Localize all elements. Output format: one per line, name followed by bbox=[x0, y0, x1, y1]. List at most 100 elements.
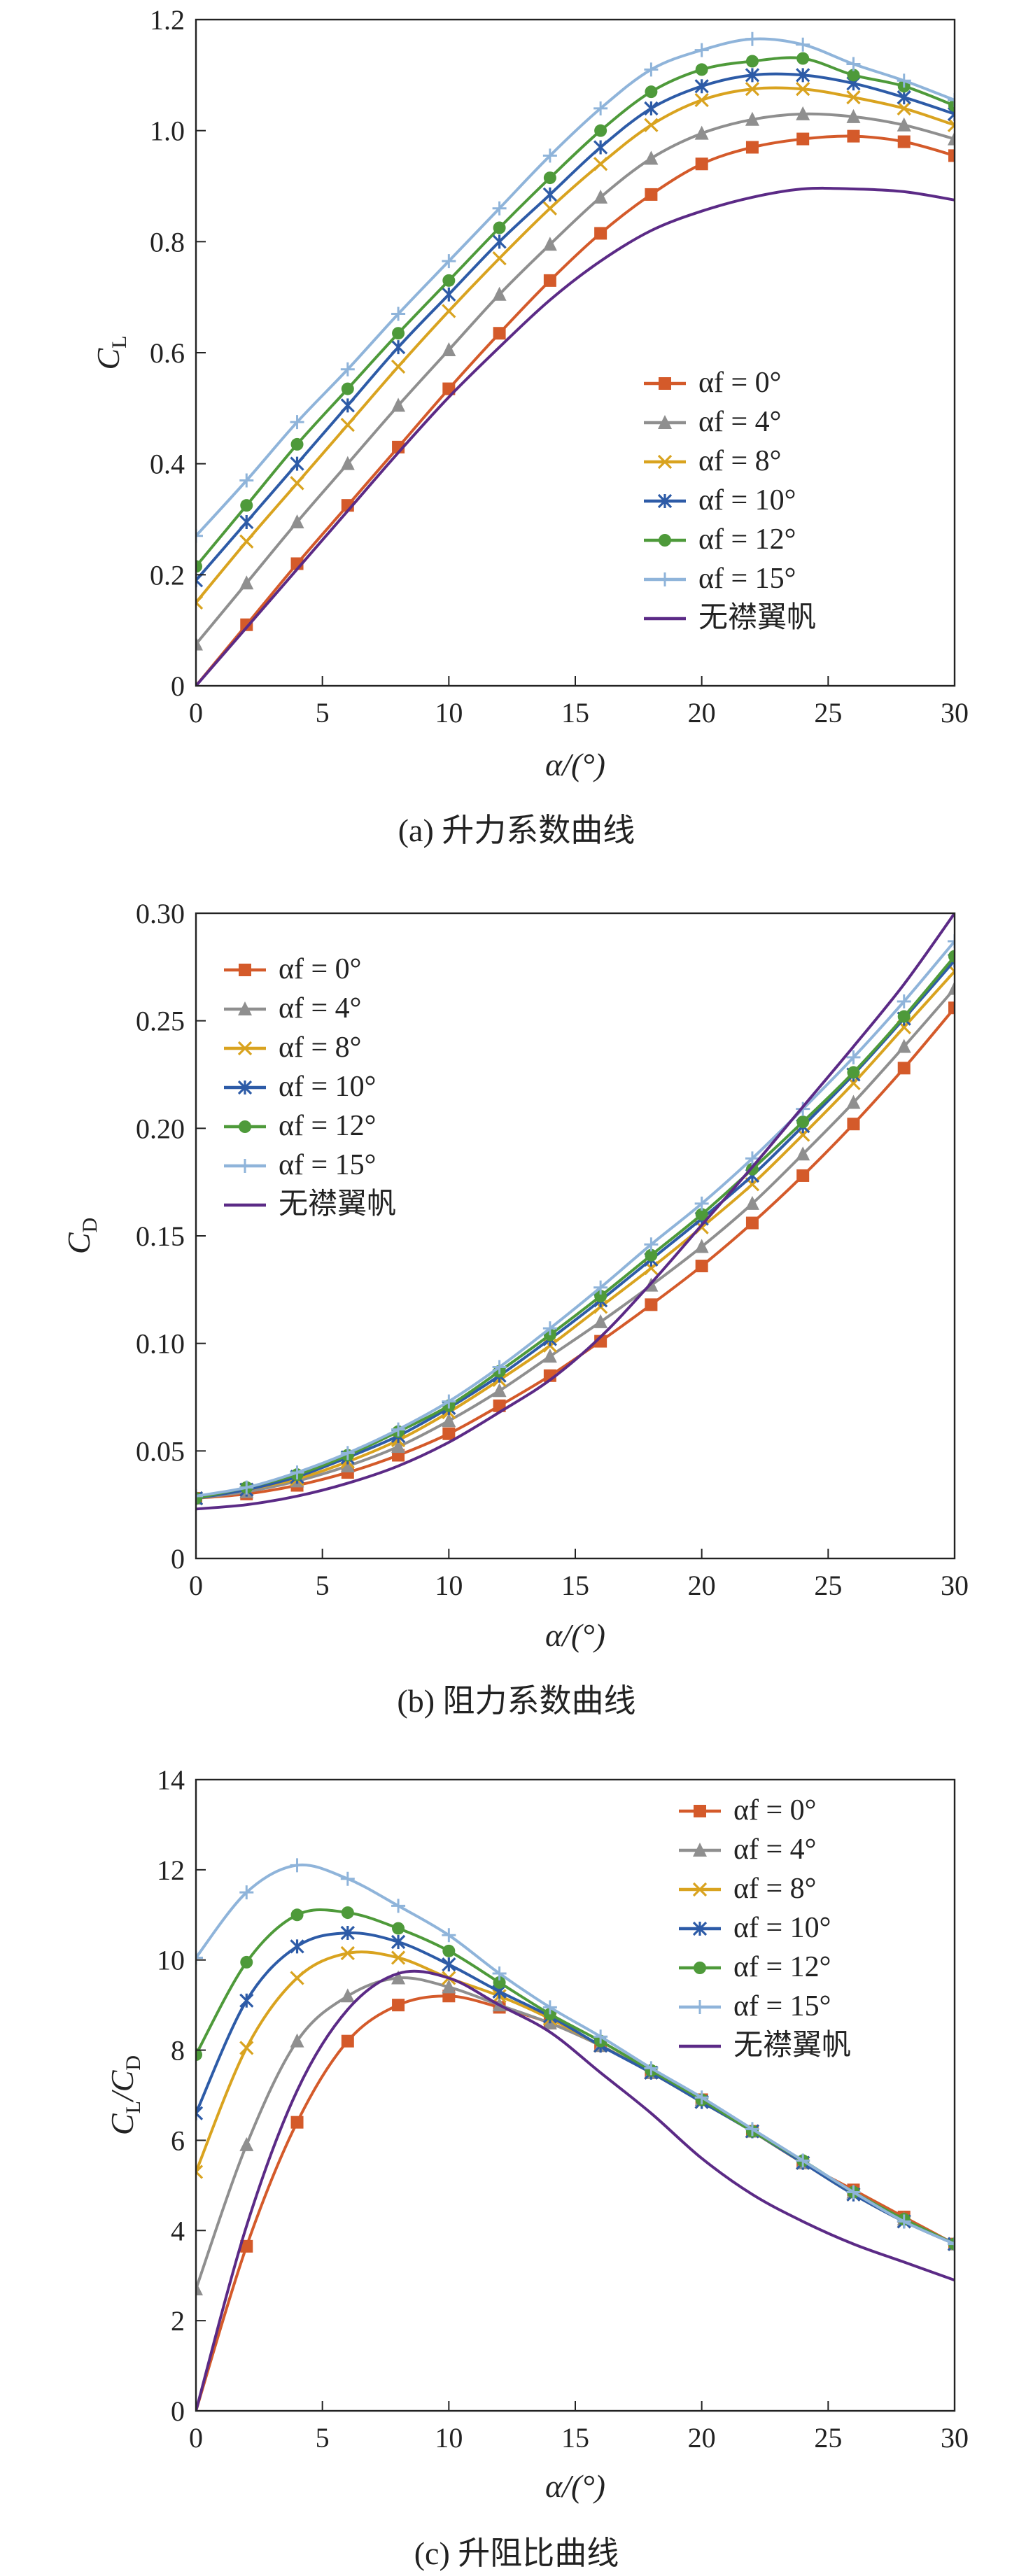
data-point-f15 bbox=[694, 43, 709, 57]
data-point-f15 bbox=[391, 1422, 406, 1437]
legend-item-f10: αf = 10° bbox=[644, 484, 796, 516]
legend-marker bbox=[693, 2000, 707, 2014]
lift-coefficient-chart: 0 5 10 15 20 25 30 0 0.2 0.4 0.6 0.8 1.0 1.2 α/(°) CL… bbox=[90, 4, 969, 848]
series-line-f4 bbox=[196, 1976, 955, 2290]
legend-marker bbox=[694, 1805, 706, 1817]
data-point-f8 bbox=[340, 1945, 355, 1961]
data-point-f8 bbox=[340, 418, 355, 432]
legend-item-f12: αf = 12° bbox=[224, 1110, 376, 1142]
data-point-f4 bbox=[196, 636, 203, 651]
data-point-f15 bbox=[492, 1360, 507, 1374]
series-line-none bbox=[196, 913, 955, 1511]
data-point-f10 bbox=[290, 1939, 304, 1954]
legend-label: αf = 10° bbox=[698, 484, 796, 516]
y-tick-label: 12 bbox=[157, 1854, 185, 1886]
y-axis-title: CL bbox=[90, 335, 131, 369]
legend-item-f8: αf = 8° bbox=[679, 1873, 816, 1905]
data-point-f15 bbox=[442, 1394, 456, 1409]
x-tick-label: 15 bbox=[561, 1570, 589, 1601]
data-point-f15 bbox=[897, 994, 911, 1009]
data-point-f4 bbox=[948, 131, 955, 146]
data-point-f10 bbox=[644, 101, 659, 116]
y-tick-label: 0.15 bbox=[136, 1220, 185, 1252]
data-point-f8 bbox=[391, 1950, 406, 1965]
data-point-f4 bbox=[239, 575, 254, 590]
series-none bbox=[196, 913, 955, 1511]
data-point-f8 bbox=[644, 118, 659, 132]
legend-item-f4: αf = 4° bbox=[679, 1834, 816, 1866]
legend-item-f4: αf = 4° bbox=[224, 992, 361, 1025]
data-point-f4 bbox=[897, 1039, 911, 1053]
data-point-f10 bbox=[542, 187, 557, 202]
legend-marker bbox=[693, 1843, 707, 1857]
axis-ticks: 0 5 10 15 20 25 30 0 0.05 0.10 0.15 0.20 0.25 0.30 bbox=[136, 898, 969, 1601]
legend-item-f15: αf = 15° bbox=[679, 1990, 831, 2022]
series-layer bbox=[196, 913, 955, 1511]
data-point-f15 bbox=[948, 934, 955, 948]
y-tick-label: 10 bbox=[157, 1945, 185, 1976]
data-point-f0 bbox=[594, 227, 607, 240]
data-point-f8 bbox=[196, 595, 204, 610]
data-point-f0 bbox=[847, 129, 860, 143]
x-tick-label: 10 bbox=[435, 697, 463, 729]
y-tick-label: 0.20 bbox=[136, 1113, 185, 1144]
legend: αf = 0° αf = 4° αf = 8° αf = 10° αf = 12° αf … bbox=[224, 953, 396, 1220]
data-point-f10 bbox=[239, 514, 254, 530]
data-point-f4 bbox=[340, 1458, 355, 1472]
y-tick-label: 1.2 bbox=[150, 4, 185, 36]
legend-item-f4: αf = 4° bbox=[644, 406, 781, 438]
series-f15 bbox=[196, 1858, 955, 2251]
data-point-f4 bbox=[290, 2033, 304, 2048]
data-point-f10 bbox=[492, 234, 507, 249]
y-axis-title: CL/CD bbox=[104, 2055, 145, 2135]
legend-marker bbox=[659, 377, 671, 390]
data-point-f15 bbox=[290, 415, 304, 430]
data-point-f8 bbox=[796, 82, 810, 97]
data-point-f15 bbox=[340, 362, 355, 376]
y-axis-title: CD bbox=[61, 1218, 101, 1254]
data-point-f12 bbox=[392, 327, 405, 340]
data-point-f0 bbox=[240, 2239, 253, 2253]
legend-label: αf = 8° bbox=[279, 1032, 361, 1064]
data-point-f15 bbox=[442, 1928, 456, 1943]
data-point-f15 bbox=[745, 1151, 759, 1166]
legend-label: αf = 15° bbox=[279, 1149, 376, 1181]
y-tick-label: 0.4 bbox=[150, 449, 185, 480]
series-line-f12 bbox=[196, 1908, 955, 2246]
series-f8 bbox=[196, 1945, 955, 2251]
data-point-f4 bbox=[694, 125, 709, 140]
data-point-f10 bbox=[442, 1957, 456, 1972]
legend-item-f10: αf = 10° bbox=[679, 1912, 831, 1944]
legend-label: αf = 12° bbox=[279, 1110, 376, 1142]
data-point-f12 bbox=[695, 63, 708, 76]
data-point-f15 bbox=[290, 1858, 304, 1873]
legend-item-f8: αf = 8° bbox=[644, 445, 781, 477]
series-line-f15 bbox=[196, 940, 955, 1498]
x-tick-label: 0 bbox=[189, 2422, 203, 2454]
data-point-f15 bbox=[542, 2000, 557, 2015]
legend-marker bbox=[658, 415, 672, 429]
data-point-f10 bbox=[239, 1993, 254, 2008]
data-point-f12 bbox=[493, 221, 506, 234]
data-point-f15 bbox=[948, 2237, 955, 2251]
data-point-f10 bbox=[796, 68, 810, 83]
data-point-f0 bbox=[897, 1062, 911, 1075]
data-point-f4 bbox=[442, 342, 456, 357]
legend-marker bbox=[692, 1921, 708, 1936]
series-line-f10 bbox=[196, 1931, 955, 2246]
legend-marker bbox=[694, 1962, 706, 1974]
legend-label: αf = 4° bbox=[698, 406, 781, 438]
y-tick-label: 14 bbox=[157, 1764, 185, 1796]
data-point-f0 bbox=[796, 132, 810, 146]
data-point-f12 bbox=[796, 1115, 810, 1129]
data-point-f4 bbox=[196, 2281, 203, 2296]
legend-marker bbox=[657, 493, 673, 509]
data-point-f8 bbox=[897, 101, 911, 116]
data-point-f4 bbox=[239, 2137, 254, 2151]
data-point-f4 bbox=[340, 456, 355, 470]
y-tick-label: 0 bbox=[171, 2395, 185, 2427]
data-point-f10 bbox=[897, 90, 911, 105]
legend-label: αf = 0° bbox=[698, 367, 781, 399]
data-point-f12 bbox=[196, 560, 202, 573]
data-point-f4 bbox=[694, 1239, 709, 1253]
